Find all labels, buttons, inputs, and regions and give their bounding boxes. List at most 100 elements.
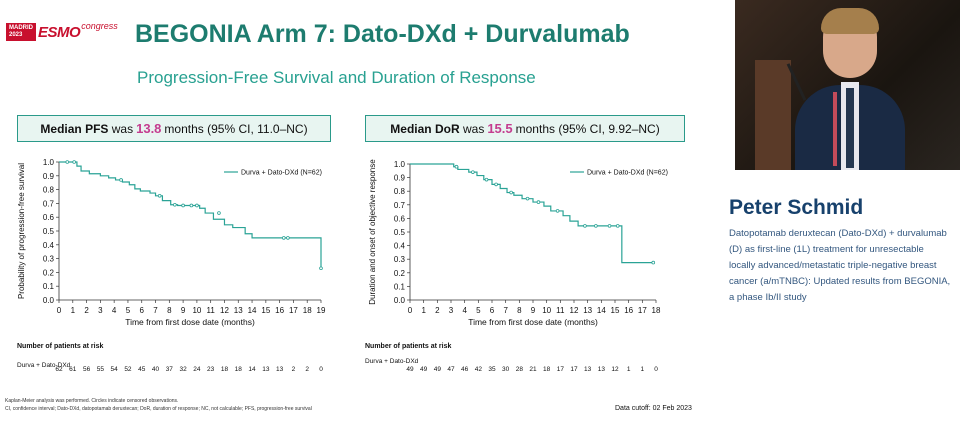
pfs-at-risk-count-9: 32 [179,366,187,373]
pfs-km-chart: 0.00.10.20.30.40.50.60.70.80.91.00 1 2 3 4 5 6… [17,158,326,327]
dor-x-tick-label-12: 12 [570,306,579,315]
median-dor-suffix: months (95% CI, 9.92–NC) [515,121,660,136]
logo-year: 2023 [9,32,23,38]
pfs-y-tick-label-1: 0.1 [43,282,55,291]
slide: MADRID 2023 ESMO congress BEGONIA Arm 7:… [5,20,692,412]
dor-km-chart: 0.00.10.20.30.40.50.60.70.80.91.00 1 2 3 4 5 6… [368,159,668,327]
esmo-logo: MADRID 2023 ESMO congress [6,21,118,42]
pfs-legend-text: Durva + Dato-DXd (N=62) [241,170,322,177]
logo-brand: ESMO [38,23,81,41]
pfs-at-risk-count-18: 2 [305,366,310,373]
pfs-at-risk-count-7: 40 [151,366,160,373]
pfs-at-risk-count-10: 24 [193,366,201,373]
dor-x-tick-label-5: 5 [476,306,481,315]
slide-subtitle: Progression-Free Survival and Duration o… [137,68,536,87]
pfs-x-tick-label-4: 4 [112,306,117,315]
dor-x-tick-label-1: 1 [421,306,426,315]
dor-x-tick-label-0: 0 [408,306,413,315]
pfs-at-risk-count-3: 55 [96,366,104,373]
speaker-video [735,0,960,170]
pfs-censor-mark-0 [65,160,70,164]
pfs-at-risk-header: Number of patients at risk [17,343,104,350]
pfs-y-tick-label-2: 0.2 [43,268,55,277]
pfs-y-tick-label-8: 0.8 [43,186,55,195]
pfs-censor-mark-7 [195,203,199,208]
dor-x-tick-label-6: 6 [490,306,495,315]
dor-y-tick-label-5: 0.5 [394,228,406,237]
dor-censor-mark-5 [525,196,530,201]
dor-y-tick-label-6: 0.6 [394,214,406,223]
dor-km-curve [410,163,654,264]
pfs-x-tick-label-3: 3 [98,306,103,315]
dor-x-tick-label-11: 11 [556,306,565,315]
dor-at-risk-count-0: 49 [406,366,414,373]
pfs-censor-mark-6 [189,203,194,208]
dor-x-tick-label-10: 10 [542,306,551,315]
pfs-censor-mark-10 [286,236,290,240]
pfs-x-tick-label-1: 1 [71,306,76,315]
pfs-censor-mark-3 [157,194,162,198]
pfs-at-risk-count-8: 37 [165,366,173,373]
pfs-km-curve [59,161,322,269]
pfs-y-tick-label-7: 0.7 [43,199,55,208]
dor-at-risk-count-18: 0 [654,366,658,373]
dor-y-axis-label: Duration and onset of objective response [368,159,377,305]
dor-at-risk-count-1: 49 [420,366,428,373]
dor-y-tick-label-7: 0.7 [394,201,406,210]
pfs-at-risk-count-11: 23 [207,366,215,373]
dor-at-risk-count-5: 42 [474,366,482,373]
dor-x-tick-label-18: 18 [652,306,661,315]
dor-at-risk-count-6: 35 [488,366,496,373]
dor-at-risk-label: Durva + Dato-DXd [365,358,419,365]
footnote-km: Kaplan-Meier analysis was performed. Cir… [5,398,179,404]
pfs-x-tick-label-18: 18 [303,306,312,315]
pfs-y-tick-label-4: 0.4 [43,241,55,250]
pfs-x-axis-label: Time from first dose date (months) [125,317,255,327]
pfs-at-risk-count-2: 56 [82,366,91,373]
speaker-name: Peter Schmid [729,196,864,219]
dor-censor-mark-7 [555,209,560,213]
pfs-y-tick-label-6: 0.6 [43,213,55,222]
pfs-at-risk-count-16: 13 [276,366,284,373]
dor-censor-mark-4 [509,190,513,195]
video-speaker-hair [821,8,879,34]
pfs-censor-mark-2 [119,178,123,182]
pfs-y-tick-label-0: 0.0 [43,296,55,305]
data-cutoff: Data cutoff: 02 Feb 2023 [615,405,692,412]
pfs-censor-mark-11 [319,266,323,271]
dor-censor-mark-12 [651,260,656,265]
pfs-x-tick-label-16: 16 [275,306,284,315]
dor-censor-mark-6 [536,200,541,204]
pfs-at-risk-count-1: 61 [69,366,77,373]
dor-at-risk-count-15: 12 [611,366,619,373]
pfs-x-tick-label-10: 10 [192,306,201,315]
dor-censor-mark-2 [484,177,489,182]
video-speaker-lanyard [833,92,837,166]
dor-censor-mark-0 [454,164,459,169]
dor-y-tick-label-4: 0.4 [394,242,406,251]
pfs-at-risk-count-13: 18 [234,366,242,373]
dor-x-tick-label-8: 8 [517,306,522,315]
pfs-y-tick-label-9: 0.9 [43,172,55,181]
logo-city: MADRID [9,25,33,31]
dor-y-tick-label-2: 0.2 [394,269,406,278]
pfs-x-tick-label-6: 6 [140,306,145,315]
dor-censor-mark-10 [607,224,612,228]
dor-censor-mark-11 [615,224,620,228]
dor-x-tick-label-2: 2 [435,306,440,315]
pfs-at-risk-count-17: 2 [291,366,296,373]
pfs-censor-mark-5 [181,203,185,208]
pfs-y-tick-label-10: 1.0 [43,158,55,167]
dor-x-tick-label-14: 14 [597,306,606,315]
pfs-y-tick-label-5: 0.5 [43,227,55,236]
dor-y-tick-label-10: 1.0 [394,160,406,169]
pfs-x-tick-label-7: 7 [153,306,158,315]
dor-x-tick-label-16: 16 [624,306,633,315]
pfs-x-tick-label-0: 0 [57,306,62,315]
dor-x-tick-label-7: 7 [503,306,508,315]
pfs-x-tick-label-5: 5 [126,306,131,315]
median-pfs-prefix: Median PFS [40,121,109,136]
dor-y-tick-label-9: 0.9 [394,174,406,183]
dor-at-risk-header: Number of patients at risk [365,343,452,350]
pfs-x-tick-label-13: 13 [234,306,243,315]
